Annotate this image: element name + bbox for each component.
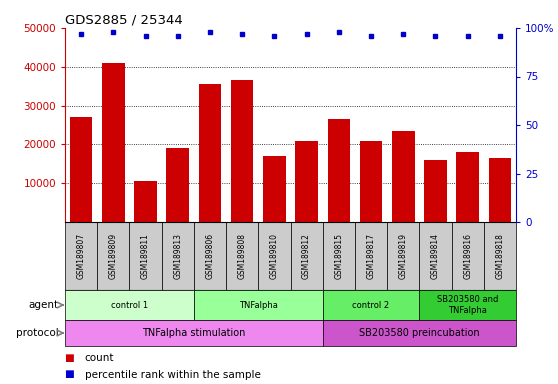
- Bar: [360, 141, 382, 222]
- Bar: [194, 290, 323, 320]
- Bar: [162, 222, 194, 290]
- Text: protocol: protocol: [16, 328, 59, 338]
- Text: ■: ■: [65, 369, 78, 379]
- Text: GSM189817: GSM189817: [367, 233, 376, 279]
- Bar: [424, 160, 447, 222]
- Text: control 1: control 1: [111, 301, 148, 310]
- Text: TNFalpha stimulation: TNFalpha stimulation: [142, 328, 246, 338]
- Text: GSM189807: GSM189807: [76, 233, 85, 279]
- Text: GSM189819: GSM189819: [399, 233, 408, 279]
- Bar: [258, 222, 291, 290]
- Bar: [65, 320, 323, 346]
- Bar: [387, 222, 420, 290]
- Text: GDS2885 / 25344: GDS2885 / 25344: [65, 14, 183, 27]
- Bar: [129, 222, 162, 290]
- Bar: [323, 290, 420, 320]
- Text: SB203580 preincubation: SB203580 preincubation: [359, 328, 480, 338]
- Text: GSM189808: GSM189808: [238, 233, 247, 279]
- Bar: [484, 222, 516, 290]
- Text: GSM189816: GSM189816: [463, 233, 472, 279]
- Text: GSM189810: GSM189810: [270, 233, 279, 279]
- Text: GSM189809: GSM189809: [109, 233, 118, 279]
- Text: GSM189818: GSM189818: [496, 233, 504, 279]
- Bar: [199, 84, 221, 222]
- Bar: [263, 156, 286, 222]
- Bar: [97, 222, 129, 290]
- Bar: [420, 222, 451, 290]
- Text: count: count: [84, 353, 114, 363]
- Bar: [70, 117, 93, 222]
- Text: GSM189814: GSM189814: [431, 233, 440, 279]
- Bar: [489, 158, 511, 222]
- Bar: [291, 222, 323, 290]
- Bar: [295, 141, 318, 222]
- Bar: [323, 222, 355, 290]
- Text: GSM189806: GSM189806: [205, 233, 214, 279]
- Bar: [166, 148, 189, 222]
- Bar: [226, 222, 258, 290]
- Bar: [323, 320, 516, 346]
- Bar: [65, 222, 97, 290]
- Bar: [355, 222, 387, 290]
- Text: TNFalpha: TNFalpha: [239, 301, 278, 310]
- Bar: [134, 181, 157, 222]
- Text: agent: agent: [28, 300, 59, 310]
- Bar: [194, 222, 226, 290]
- Bar: [328, 119, 350, 222]
- Bar: [392, 131, 415, 222]
- Text: control 2: control 2: [353, 301, 389, 310]
- Bar: [456, 152, 479, 222]
- Bar: [65, 290, 194, 320]
- Text: GSM189813: GSM189813: [173, 233, 182, 279]
- Bar: [102, 63, 124, 222]
- Bar: [451, 222, 484, 290]
- Bar: [420, 290, 516, 320]
- Text: GSM189811: GSM189811: [141, 233, 150, 279]
- Text: GSM189815: GSM189815: [334, 233, 343, 279]
- Text: SB203580 and
TNFalpha: SB203580 and TNFalpha: [437, 295, 498, 315]
- Text: GSM189812: GSM189812: [302, 233, 311, 279]
- Text: percentile rank within the sample: percentile rank within the sample: [84, 369, 261, 379]
- Text: ■: ■: [65, 353, 78, 363]
- Bar: [231, 80, 253, 222]
